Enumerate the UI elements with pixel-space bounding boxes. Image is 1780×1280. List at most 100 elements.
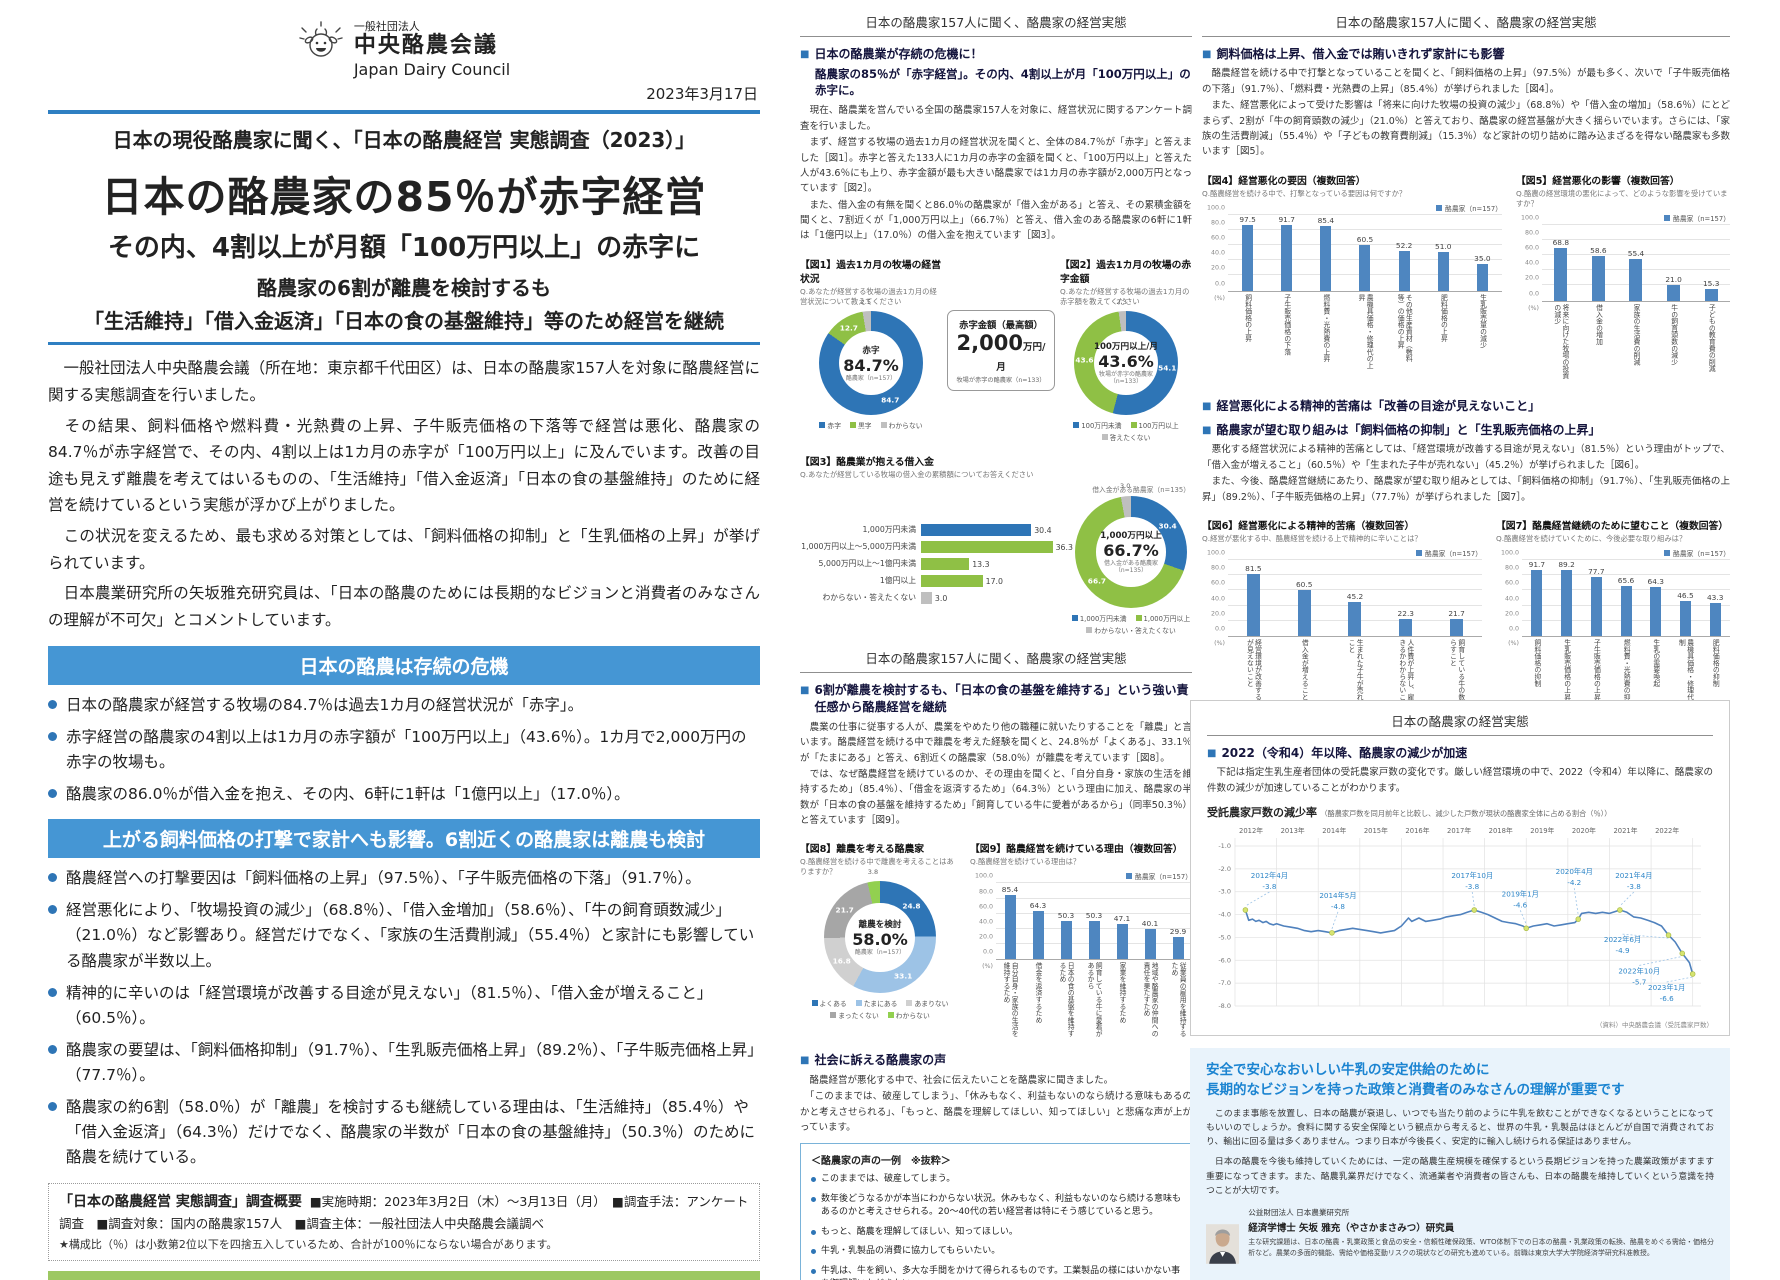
bar-column: 77.7 <box>1581 560 1611 636</box>
annotation-connector <box>1331 911 1339 930</box>
bars-container: 85.4 64.3 50.3 50.3 47.1 40.1 29.9 <box>996 883 1192 960</box>
annotation-date: 2014年5月 <box>1319 891 1356 900</box>
data-point-marker <box>1665 932 1672 939</box>
legend-item: たまにある <box>855 998 898 1009</box>
y-axis-tick: 80.0 <box>1504 564 1519 572</box>
bar <box>1437 251 1449 291</box>
gridline <box>1228 574 1482 576</box>
release-date: 2023年3月17日 <box>646 85 758 104</box>
y-axis-tick: 80.0 <box>978 888 993 896</box>
bar-category-text: 借金を返済するため <box>1034 962 1043 1024</box>
donut-center-text: 84.7% <box>843 355 899 375</box>
legend-swatch-icon <box>1126 873 1133 880</box>
lead-paragraph: この状況を変えるため、最も求める対策としては、「飼料価格の抑制」と「生乳価格の上… <box>48 527 760 572</box>
fig8-title: 【図8】離農を考える酪農家 <box>800 844 925 856</box>
body-text: 農業の仕事に従事する人が、農業をやめたり他の職種に就いたりすることを「離農」と言… <box>800 721 1192 764</box>
bar-value-label: 35.0 <box>1474 254 1491 264</box>
hbar-track: 3.0 <box>921 592 1066 605</box>
bar <box>1704 289 1718 301</box>
bar <box>1590 576 1602 636</box>
legend-swatch-icon <box>819 421 826 428</box>
bar-category-text: 飼料価格の上昇 <box>1243 293 1252 342</box>
page-header: 日本の酪農家の経営実態 <box>1391 714 1529 729</box>
body-text: また、経営悪化によって受けた影響は「将来に向けた牧場の投資の減少」（68.8％）… <box>1202 100 1730 158</box>
donut-segment-label: 21.7 <box>835 905 854 915</box>
hbar-value: 3.0 <box>934 593 948 603</box>
bar <box>1246 573 1260 636</box>
cow-logo-icon <box>299 21 343 57</box>
hbar-track: 36.3 <box>921 541 1073 554</box>
legend-swatch-icon <box>1664 549 1671 556</box>
fig3-hbar-chart: 1,000万円未満 30.4 1,000万円以上～5,000万円未満 36.3 5,00… <box>800 519 1073 609</box>
bar-plot-area: 100.0 80.0 60.0 40.0 20.0 0.0 (%) 68.8 58.6 55.4 2… <box>1521 214 1730 312</box>
bar <box>1531 569 1543 636</box>
legend-label: わからない・答えたくない <box>1094 626 1176 635</box>
bar-value-label: 91.7 <box>1528 559 1546 569</box>
bullet-text: 精神的に辛いのは「経営環境が改善する目途が見えない」（81.5％）、「借入金が増… <box>66 983 713 1027</box>
annotation-date: 2017年10月 <box>1451 871 1493 880</box>
bar-column: 55.4 <box>1617 225 1655 301</box>
donut-segment-label: 30.4 <box>1158 521 1177 531</box>
y-axis-unit: (%) <box>1508 639 1519 647</box>
survey-overview-box: 「日本の酪農経営 実態調査」調査概要 ■実施時期：2023年3月2日（木）～3月1… <box>48 1183 760 1262</box>
voice-text: 数年後どうなるかが本当にわからない状況。休みもなく、利益もないのなら続ける意味も… <box>821 1193 1182 1218</box>
bar-column: 81.5 <box>1228 560 1279 636</box>
bar-category-label: 生乳販売量の減少 <box>1463 294 1502 374</box>
donut-chart: 54.1 43.6 2.3 100万円以上/月 43.6% 牧場が赤字の酪農家（n=133… <box>1074 298 1178 415</box>
hbar-label: わからない・答えたくない <box>822 592 916 602</box>
x-axis-tick: 2017年 <box>1447 826 1471 835</box>
decline-chart-title: 受託農家戸数の減少率 <box>1207 806 1317 820</box>
legend-label: 酪農家（n=157） <box>1135 873 1192 882</box>
bullet-item: 精神的に辛いのは「経営環境が改善する目途が見えない」（81.5％）、「借入金が増… <box>48 981 760 1031</box>
bar <box>1476 264 1488 291</box>
bar-category-label: 農機具価格・修理代の抑制 <box>1671 639 1701 719</box>
gridline <box>1542 238 1730 240</box>
legend-label: まったくない <box>838 1012 879 1021</box>
commentary-headline: 安全で安心なおいしい牛乳の安定供給のために <box>1206 1062 1490 1079</box>
legend-label: たまにある <box>863 1000 898 1009</box>
section-heading: 2022（令和4）年以降、酪農家の減少が加速 <box>1207 745 1713 762</box>
legend-item: わからない <box>880 420 923 430</box>
hbar-bar <box>921 592 932 605</box>
legend-swatch-icon <box>830 1012 837 1019</box>
bar-category-label: 飼料価格の抑制 <box>1522 639 1552 719</box>
section-heading: 飼料価格は上昇、借入金では賄いきれず家計にも影響 <box>1202 46 1730 63</box>
bullet-dot-icon <box>48 1102 57 1112</box>
bar-category-text: 自分自身・家族の生活を維持するため <box>1002 962 1019 1038</box>
donut-center-text: 100万円以上/月 <box>1093 342 1159 353</box>
bar <box>1561 569 1573 636</box>
legend-label: 酪農家（n=157） <box>1425 549 1482 558</box>
y-axis-tick: 100.0 <box>1206 204 1225 212</box>
legend-item: 1,000万円以上 <box>1135 613 1190 623</box>
bar-chart: 酪農家（n=157） 100.0 80.0 60.0 40.0 20.0 0.0 (%) 81.… <box>1202 548 1482 719</box>
bar-category-text: 飼料価格の抑制 <box>1532 638 1541 687</box>
bar-column: 50.3 <box>1052 883 1080 960</box>
bar <box>1650 587 1662 636</box>
hbar-row: 5,000万円以上～1億円未満 13.3 <box>800 558 1066 571</box>
bar-value-label: 97.5 <box>1239 214 1256 224</box>
donut-segment-label: 3.0 <box>1120 481 1131 490</box>
callout-note: 牧場が赤字の酪農家（n=133） <box>956 376 1046 384</box>
header-rule <box>800 672 1192 673</box>
legend-label: 1,000万円未満 <box>1079 614 1127 623</box>
y-axis-tick: 100.0 <box>1520 214 1539 222</box>
hbar-row: 1億円以上 17.0 <box>800 575 1066 588</box>
y-axis-tick: -1.0 <box>1218 842 1231 850</box>
bar-column: 43.3 <box>1700 560 1730 636</box>
bar-category-label: 借入金が増えること <box>1279 639 1330 719</box>
bar <box>1004 894 1016 960</box>
bar-value-label: 50.3 <box>1057 911 1075 921</box>
donut-segment-label: 24.8 <box>902 901 921 911</box>
annotation-value: -4.2 <box>1567 878 1581 887</box>
gridline <box>1228 589 1482 591</box>
chart-legend: よくある たまにある あまりない まったくない わからない <box>800 998 960 1020</box>
decline-report-box: 日本の酪農家の経営実態 2022（令和4）年以降、酪農家の減少が加速 下記は指定… <box>1190 700 1730 1037</box>
y-axis-unit: (%) <box>1528 304 1539 312</box>
bar-value-label: 52.2 <box>1395 240 1413 250</box>
bars-container: 97.5 91.7 85.4 60.5 52.2 51.0 35.0 <box>1228 215 1502 291</box>
y-axis-tick: 100.0 <box>974 872 993 880</box>
survey-overview-items: ■実施時期：2023年3月2日（木）～3月13日（月） ■調査手法：アンケート調… <box>59 1194 749 1231</box>
legend-label: 酪農家（n=157） <box>1673 214 1730 223</box>
voice-item: 牛乳・乳製品の消費に協力してもらいたい。 <box>811 1245 1181 1259</box>
bullet-text: 酪農家の約6割（58.0％）が「離農」を検討するも継続している理由は、「生活維持… <box>66 1098 756 1167</box>
